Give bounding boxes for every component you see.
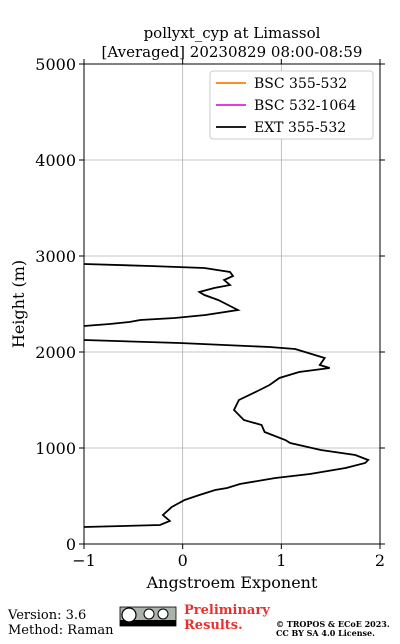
cc-icon: [119, 606, 177, 627]
y-axis-label: Height (m): [9, 260, 28, 348]
plot-frame: [83, 63, 381, 545]
x-tick-label: −1: [72, 551, 96, 570]
chart-title: pollyxt_cyp at Limassol: [144, 24, 321, 42]
data-line: [84, 263, 370, 528]
legend-label: BSC 355-532: [254, 76, 347, 92]
preliminary: Results.: [184, 618, 243, 633]
legend-label: EXT 355-532: [254, 120, 346, 136]
y-tick-label: 3000: [35, 247, 76, 266]
version: Version: 3.6: [7, 608, 86, 623]
y-tick-label: 1000: [35, 439, 76, 458]
legend-box: [209, 70, 374, 140]
y-tick-label: 2000: [35, 343, 76, 362]
y-tick-label: 0: [66, 535, 76, 554]
x-tick-label: 2: [375, 551, 385, 570]
plot-area: [84, 263, 370, 528]
legend-label: BSC 532-1064: [254, 98, 356, 114]
y-tick-label: 5000: [35, 55, 76, 74]
license: © TROPOS & ECoE 2023.: [276, 619, 390, 629]
preliminary: Preliminary: [184, 603, 270, 618]
license: CC BY SA 4.0 License.: [276, 628, 375, 638]
x-axis-label: Angstroem Exponent: [146, 573, 318, 592]
chart-subtitle: [Averaged] 20230829 08:00-08:59: [102, 43, 363, 61]
x-tick-label: 1: [276, 551, 286, 570]
x-tick-label: 0: [178, 551, 188, 570]
y-tick-label: 4000: [35, 151, 76, 170]
method: Method: Raman: [8, 623, 114, 638]
